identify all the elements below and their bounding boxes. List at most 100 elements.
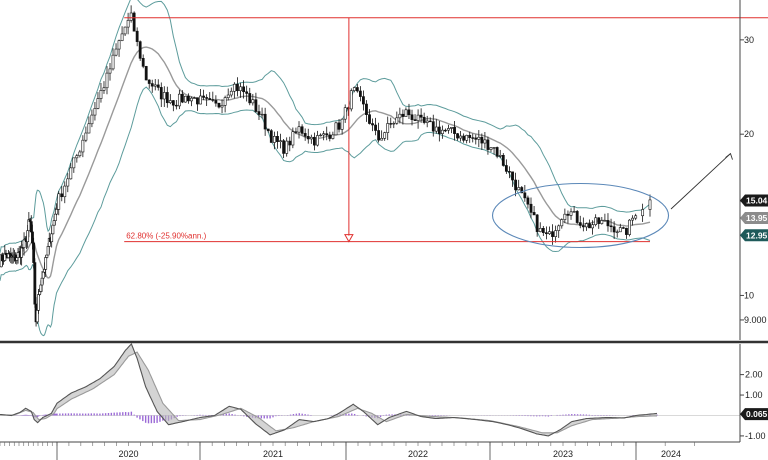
candle-body	[150, 83, 154, 87]
candle-body	[269, 130, 273, 143]
candle-body	[81, 139, 85, 153]
oscillator-y-axis: 2.00 1.00 -1.00	[739, 344, 766, 442]
candle	[78, 149, 82, 158]
candle	[358, 86, 362, 102]
candle-body	[199, 95, 202, 105]
candle	[57, 191, 61, 216]
candle	[84, 126, 88, 143]
candle	[343, 104, 347, 123]
candle-body	[508, 171, 511, 173]
candle	[468, 131, 472, 143]
candle-body	[205, 97, 209, 99]
candle	[389, 117, 393, 129]
price-y-axis: 302015109.000	[739, 0, 767, 340]
price-tick-label: 9.000	[744, 315, 767, 325]
candle	[72, 157, 76, 173]
candle	[211, 91, 215, 103]
candle	[483, 131, 487, 149]
candle	[199, 89, 202, 105]
candle-body	[437, 126, 441, 134]
candle	[474, 134, 478, 145]
candle	[208, 92, 212, 100]
candle-body	[358, 90, 362, 97]
candle-body	[340, 118, 344, 130]
candle	[331, 131, 335, 140]
oscillator-panel: 2.00 1.00 -1.00 0.065	[0, 343, 768, 442]
candle-body	[87, 123, 91, 134]
candle-body	[294, 131, 298, 133]
candle-body	[66, 178, 70, 187]
candle-body	[569, 211, 573, 216]
candle	[291, 127, 295, 149]
candle	[81, 135, 85, 158]
candle-body	[581, 225, 585, 228]
candle-body	[560, 219, 564, 227]
candle	[541, 225, 545, 236]
candle	[386, 116, 390, 141]
candle-body	[276, 136, 279, 143]
candle-body	[93, 108, 97, 116]
candle	[99, 82, 103, 103]
candle	[132, 11, 136, 32]
candle	[480, 133, 484, 150]
candle	[105, 66, 109, 95]
candle	[239, 82, 242, 98]
candle-body	[214, 100, 218, 104]
candle-body	[495, 147, 499, 157]
candle-body	[63, 185, 67, 198]
candle-body	[316, 135, 319, 146]
candle	[450, 126, 453, 134]
candle	[319, 133, 322, 137]
candle-body	[108, 68, 112, 74]
candle-body	[52, 220, 56, 226]
tag-shape	[740, 408, 768, 421]
candle	[538, 222, 542, 233]
candle	[422, 112, 426, 125]
candle-body	[606, 220, 610, 227]
candle	[498, 149, 502, 159]
candle-body	[529, 203, 533, 213]
candle	[352, 86, 356, 93]
projection-arrow-shaft	[670, 153, 731, 210]
candle-body	[168, 100, 172, 104]
candle-body	[520, 187, 524, 194]
candle-body	[162, 92, 166, 100]
candle	[523, 184, 527, 202]
candle	[141, 54, 145, 69]
candle	[477, 130, 481, 148]
candle-body	[465, 134, 469, 141]
candle-body	[31, 231, 34, 244]
candle-body	[532, 212, 536, 216]
candle-body	[242, 86, 245, 93]
candle	[55, 203, 58, 216]
candle	[300, 124, 304, 136]
candles	[0, 5, 652, 327]
candle-body	[371, 123, 374, 126]
candle-body	[180, 93, 184, 103]
candle	[459, 131, 462, 142]
candle-body	[171, 100, 175, 106]
candle	[591, 220, 594, 235]
candle	[569, 208, 573, 220]
candle-body	[410, 114, 414, 120]
candle-body	[55, 209, 58, 215]
candle	[248, 87, 252, 106]
tag-label: 15.04	[746, 195, 768, 205]
candle-body	[334, 122, 338, 136]
candle-body	[517, 187, 521, 191]
candle-body	[37, 294, 40, 311]
candle-body	[51, 224, 55, 235]
candle-body	[153, 84, 157, 87]
candle-body	[99, 90, 103, 99]
tag-shape	[740, 211, 768, 224]
projection-arrow-head	[725, 152, 733, 160]
candle-body	[585, 223, 588, 228]
candle	[337, 118, 341, 133]
candle-body	[440, 129, 444, 134]
candle-body	[557, 225, 561, 231]
candle-body	[483, 139, 487, 144]
candle	[392, 121, 396, 129]
candle-body	[41, 271, 45, 279]
candle	[465, 134, 469, 144]
